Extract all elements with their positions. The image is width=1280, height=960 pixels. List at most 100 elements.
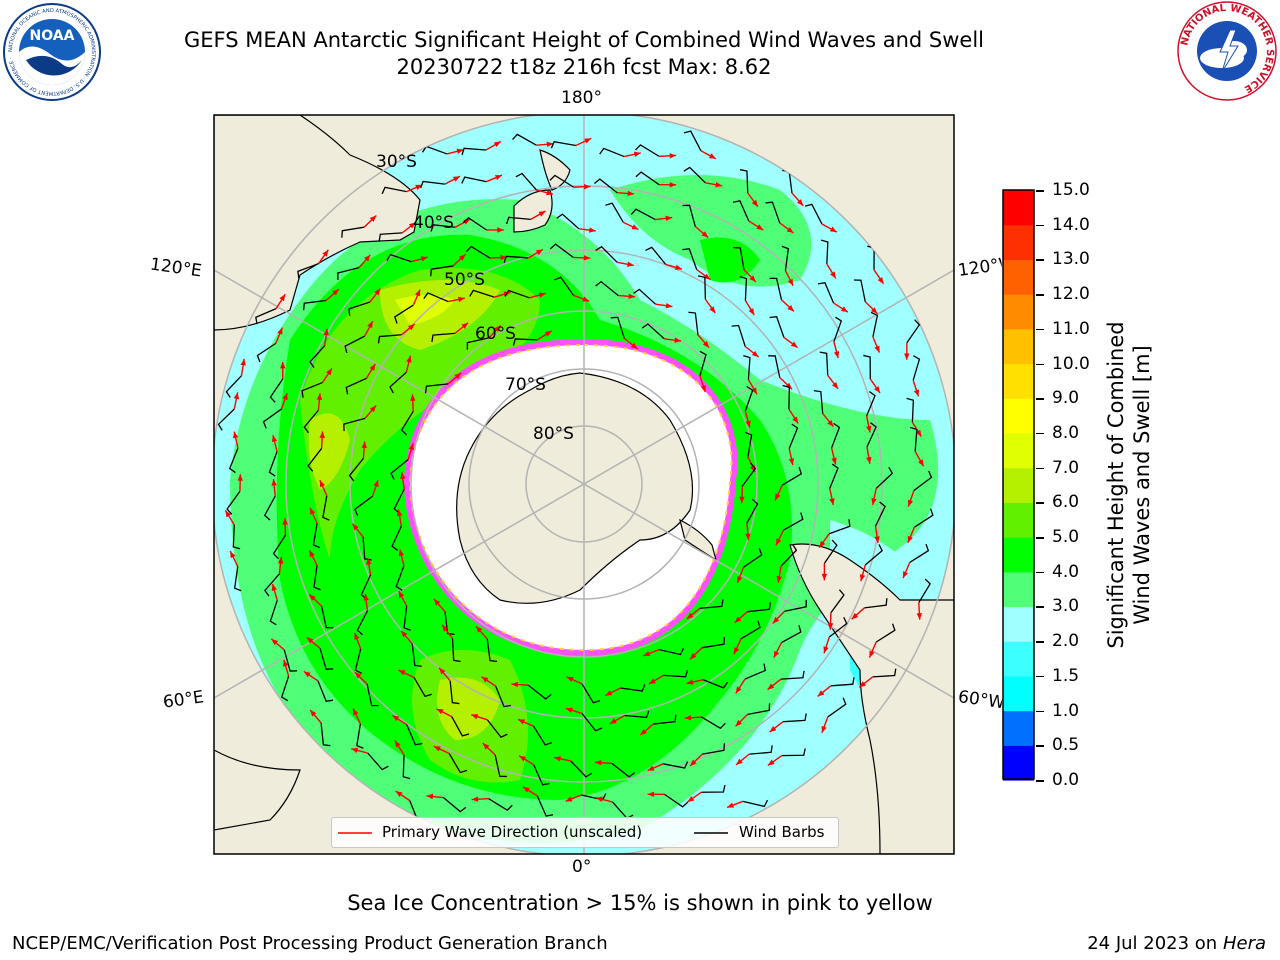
wave-arrowhead xyxy=(271,583,277,591)
wind-barb xyxy=(312,523,321,549)
wind-barb xyxy=(697,275,707,300)
wind-barb xyxy=(272,534,286,560)
wave-arrowhead xyxy=(279,294,286,302)
wind-barb xyxy=(503,255,529,264)
wave-arrowhead xyxy=(392,715,400,722)
wave-arrowhead xyxy=(494,325,501,332)
wind-barb xyxy=(449,680,460,705)
colorbar-tick xyxy=(1036,398,1044,400)
wave-arrowhead xyxy=(727,802,735,808)
wind-barb xyxy=(403,605,411,631)
wind-barb xyxy=(732,200,750,222)
colorbar-tick-label: 0.5 xyxy=(1052,735,1080,756)
wind-barb xyxy=(662,761,689,769)
wind-barb xyxy=(599,147,625,158)
wind-barb xyxy=(550,140,576,149)
wind-barb xyxy=(664,793,689,808)
wind-barb xyxy=(702,679,729,689)
wave-arrowhead xyxy=(482,743,490,750)
wind-barb xyxy=(768,355,781,378)
wave-arrowhead xyxy=(829,498,835,506)
wave-arrowhead xyxy=(366,558,372,565)
wind-barb xyxy=(635,144,660,157)
wave-arrowhead xyxy=(787,278,794,286)
wave-arrowhead xyxy=(628,293,636,300)
wind-barb xyxy=(828,519,851,535)
wave-arrowhead xyxy=(831,457,837,465)
colorbar-tick-label: 12.0 xyxy=(1052,284,1090,305)
wind-barb xyxy=(297,263,319,279)
wave-arrowhead xyxy=(749,275,756,282)
wind-barb xyxy=(865,391,876,417)
wave-arrowhead xyxy=(819,540,826,548)
wave-arrowhead xyxy=(442,624,449,632)
wave-arrowhead xyxy=(233,431,239,439)
wind-barb xyxy=(683,166,706,184)
wave-arrowhead xyxy=(594,759,602,766)
colorbar-segment xyxy=(1003,363,1034,399)
wind-barb xyxy=(595,245,618,263)
wind-barb xyxy=(906,319,921,344)
wind-barb xyxy=(769,277,783,300)
wave-arrowhead xyxy=(785,382,793,390)
wave-arrowhead xyxy=(874,386,881,393)
legend-wind-barbs: Wind Barbs xyxy=(739,823,825,841)
wind-barb xyxy=(733,246,745,270)
wind-barb xyxy=(402,754,411,780)
wind-barb xyxy=(348,458,364,482)
wave-arrowhead xyxy=(481,676,489,683)
wave-arrowhead xyxy=(406,355,412,363)
wave-arrowhead xyxy=(237,474,243,481)
wind-barb xyxy=(217,408,235,431)
colorbar-segment xyxy=(1003,675,1034,712)
wind-barb xyxy=(912,355,921,381)
wave-arrowhead xyxy=(609,718,617,724)
wind-barb xyxy=(430,224,456,232)
wind-barb xyxy=(611,762,636,778)
wind-barb xyxy=(451,716,470,737)
colorbar-tick-label: 1.0 xyxy=(1052,700,1080,721)
wave-arrowhead xyxy=(916,613,923,620)
wave-arrowhead xyxy=(870,307,878,314)
wave-arrowhead xyxy=(319,480,325,488)
wind-barb xyxy=(783,713,807,723)
colorbar-tick xyxy=(1036,675,1044,678)
wave-arrowhead xyxy=(851,612,859,620)
wave-arrowhead xyxy=(915,429,922,437)
wave-arrowhead xyxy=(648,678,656,685)
wave-arrowhead xyxy=(733,647,740,655)
wind-barb xyxy=(263,495,276,521)
wind-barb xyxy=(624,710,650,719)
wave-arrowhead xyxy=(739,496,745,504)
wave-arrowhead xyxy=(583,255,591,261)
lon-label-0: 0° xyxy=(572,857,592,877)
wave-arrowhead xyxy=(400,472,406,480)
wind-barb xyxy=(362,536,372,561)
wave-arrowhead xyxy=(589,227,596,233)
wind-barb xyxy=(345,377,367,395)
wind-barb xyxy=(462,217,488,231)
wave-arrowhead xyxy=(518,719,526,725)
band-6-7m-c xyxy=(437,677,500,740)
wind-barb xyxy=(702,743,726,755)
wind-barb xyxy=(395,565,405,591)
wind-barb xyxy=(411,643,422,667)
wind-barb xyxy=(641,323,665,340)
colorbar-segment xyxy=(1003,328,1034,365)
wind-barb xyxy=(554,276,574,296)
wave-arrowhead xyxy=(701,231,709,238)
colorbar-tick-label: 0.0 xyxy=(1052,770,1080,790)
wave-arrowhead xyxy=(283,659,289,667)
wave-arrowhead xyxy=(874,345,880,353)
colorbar-tick xyxy=(1036,363,1044,366)
wave-arrowhead xyxy=(684,715,692,721)
wave-arrowhead xyxy=(775,493,781,501)
wave-arrowhead xyxy=(737,576,743,584)
wind-barb xyxy=(853,279,866,302)
colorbar-tick xyxy=(1036,571,1044,574)
wind-barb xyxy=(746,498,759,524)
wind-barb xyxy=(413,677,432,698)
wave-arrowhead xyxy=(546,141,554,148)
lat-label-70s: 70°S xyxy=(505,375,546,395)
wind-barb xyxy=(391,525,402,551)
